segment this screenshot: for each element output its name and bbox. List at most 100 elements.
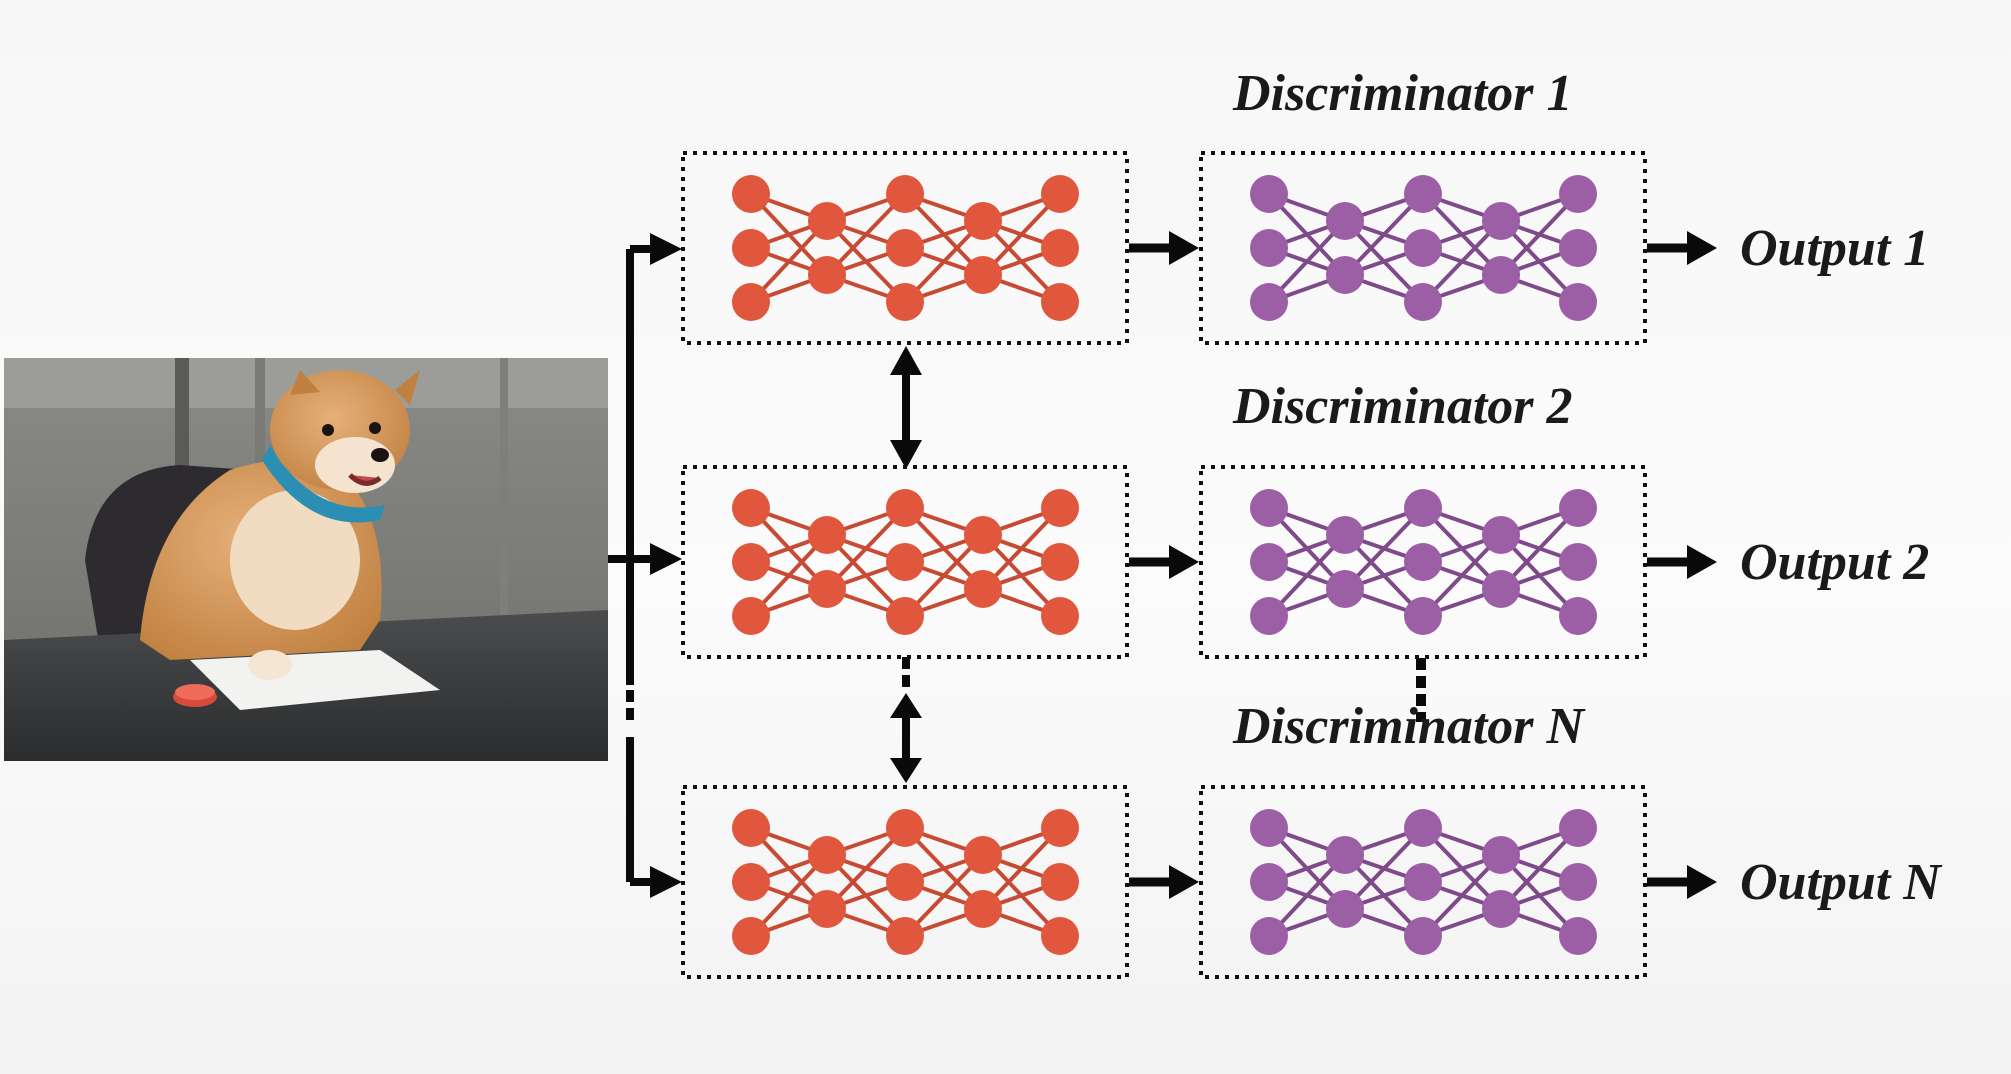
- output-arrow-head: [1687, 231, 1717, 265]
- generator-node: [732, 917, 770, 955]
- discriminator-node: [1559, 283, 1597, 321]
- generator-node: [964, 890, 1002, 928]
- generator-node: [964, 570, 1002, 608]
- generator-node: [886, 543, 924, 581]
- generator-node: [964, 202, 1002, 240]
- discriminator-node: [1559, 917, 1597, 955]
- discriminator-network-3: [1199, 785, 1647, 979]
- generator-to-discriminator-arrow-head: [1169, 865, 1199, 899]
- generator-node: [732, 597, 770, 635]
- generator-node: [732, 863, 770, 901]
- discriminator-node: [1250, 863, 1288, 901]
- discriminator-node: [1250, 175, 1288, 213]
- discriminator-node: [1404, 175, 1442, 213]
- discriminator-node: [1559, 175, 1597, 213]
- generator-node: [1041, 175, 1079, 213]
- network-row-1: Discriminator 1 Output 1: [681, 65, 1929, 345]
- discriminator-title: Discriminator 1: [1232, 65, 1573, 122]
- discriminator-node: [1559, 597, 1597, 635]
- generator-box: [681, 465, 1129, 659]
- generator-node: [886, 917, 924, 955]
- discriminator-node: [1559, 543, 1597, 581]
- discriminator-node: [1404, 809, 1442, 847]
- generator-node: [732, 175, 770, 213]
- generator-box: [681, 151, 1129, 345]
- discriminator-node: [1559, 229, 1597, 267]
- generator-to-discriminator-arrow-head: [1169, 545, 1199, 579]
- network-row-3: Discriminator N Output N: [681, 698, 1943, 979]
- input-branch-arrows: [608, 233, 682, 898]
- generator-node: [808, 890, 846, 928]
- discriminator-node: [1326, 890, 1364, 928]
- generator-node: [1041, 229, 1079, 267]
- output-arrow-head: [1687, 545, 1717, 579]
- discriminator-node: [1482, 890, 1520, 928]
- discriminator-node: [1404, 863, 1442, 901]
- discriminator-box: [1199, 785, 1647, 979]
- discriminator-node: [1326, 202, 1364, 240]
- discriminator-node: [1326, 570, 1364, 608]
- generator-node: [732, 809, 770, 847]
- generator-node: [964, 256, 1002, 294]
- output-label: Output 2: [1740, 534, 1929, 591]
- network-row-2: Discriminator 2 Output 2: [681, 378, 1929, 659]
- generator-node: [1041, 543, 1079, 581]
- generator-node: [808, 516, 846, 554]
- discriminator-node: [1250, 809, 1288, 847]
- generator-link-arrows: [890, 346, 922, 783]
- discriminator-node: [1482, 202, 1520, 240]
- generator-node: [886, 229, 924, 267]
- generator-node: [1041, 283, 1079, 321]
- discriminator-title: Discriminator 2: [1232, 378, 1573, 435]
- discriminator-node: [1404, 229, 1442, 267]
- discriminator-node: [1250, 489, 1288, 527]
- generator-to-discriminator-arrow-head: [1169, 231, 1199, 265]
- generator-node: [964, 516, 1002, 554]
- generator-node: [732, 543, 770, 581]
- discriminator-network-2: [1199, 465, 1647, 659]
- discriminator-node: [1482, 836, 1520, 874]
- discriminator-continuation-dots: [1416, 658, 1426, 722]
- generator-node: [964, 836, 1002, 874]
- generator-node: [886, 489, 924, 527]
- discriminator-node: [1482, 570, 1520, 608]
- discriminator-node: [1559, 489, 1597, 527]
- discriminator-node: [1559, 809, 1597, 847]
- discriminator-node: [1250, 283, 1288, 321]
- generator-network-3: [681, 785, 1129, 979]
- dog-photo: [4, 358, 608, 761]
- output-label: Output N: [1740, 854, 1943, 911]
- discriminator-node: [1326, 516, 1364, 554]
- discriminator-node: [1482, 256, 1520, 294]
- generator-node: [886, 597, 924, 635]
- generator-node: [1041, 489, 1079, 527]
- discriminator-node: [1250, 543, 1288, 581]
- output-label: Output 1: [1740, 220, 1929, 277]
- generator-box: [681, 785, 1129, 979]
- discriminator-node: [1250, 597, 1288, 635]
- discriminator-node: [1404, 489, 1442, 527]
- generator-node: [732, 283, 770, 321]
- generator-node: [808, 836, 846, 874]
- discriminator-box: [1199, 151, 1647, 345]
- discriminator-network-1: [1199, 151, 1647, 345]
- generator-node: [808, 202, 846, 240]
- discriminator-node: [1482, 516, 1520, 554]
- generator-node: [1041, 863, 1079, 901]
- generator-node: [732, 489, 770, 527]
- generator-network-1: [681, 151, 1129, 345]
- discriminator-node: [1326, 256, 1364, 294]
- generator-node: [1041, 809, 1079, 847]
- output-arrow-head: [1687, 865, 1717, 899]
- generator-node: [808, 570, 846, 608]
- discriminator-node: [1250, 917, 1288, 955]
- generator-node: [886, 863, 924, 901]
- discriminator-node: [1404, 283, 1442, 321]
- discriminator-title: Discriminator N: [1232, 698, 1586, 755]
- discriminator-node: [1559, 863, 1597, 901]
- generator-node: [886, 175, 924, 213]
- generator-node: [1041, 917, 1079, 955]
- discriminator-box: [1199, 465, 1647, 659]
- generator-network-2: [681, 465, 1129, 659]
